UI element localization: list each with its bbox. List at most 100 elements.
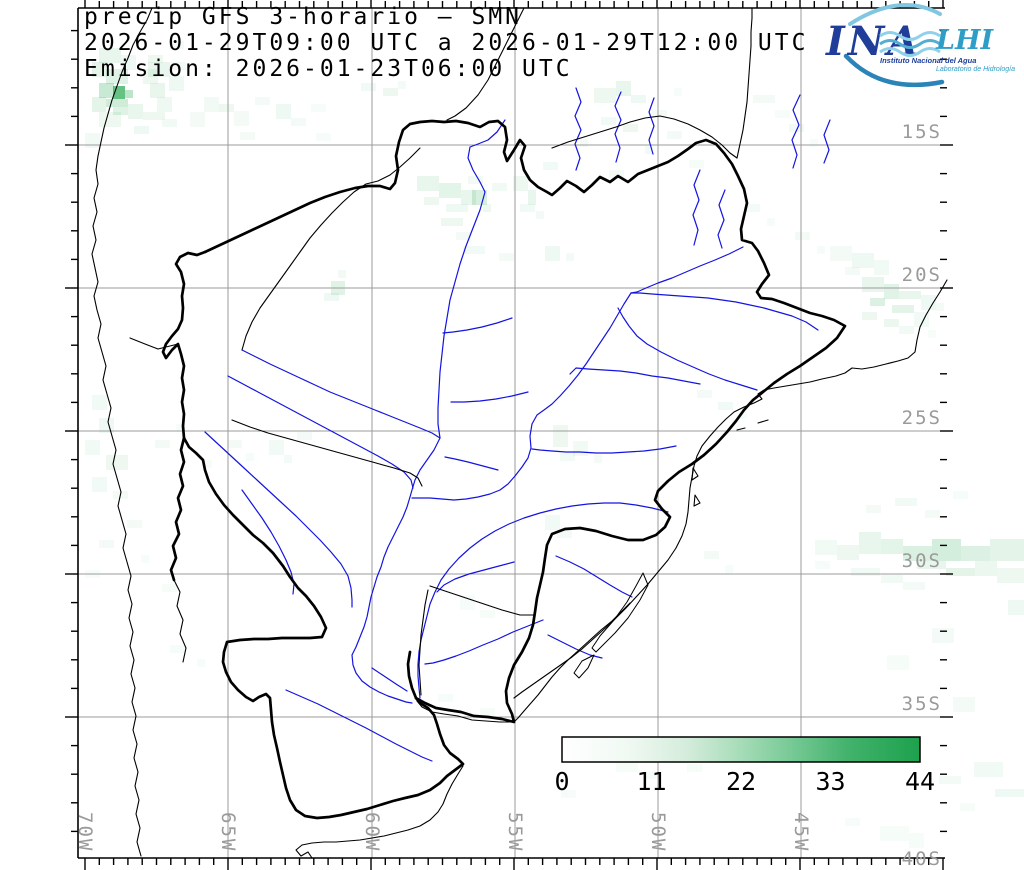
precip-cell [645, 771, 660, 779]
precip-cell [148, 55, 163, 63]
lat-label-35S: 35S [901, 693, 942, 715]
precip-cell [439, 183, 461, 198]
precip-cell [880, 826, 909, 841]
river-headwater [574, 87, 582, 171]
precip-cell [616, 81, 631, 96]
precip-cell [113, 107, 128, 115]
precip-cell [545, 246, 560, 261]
precip-cell [953, 491, 968, 499]
precip-cell [536, 211, 544, 219]
precip-cell [753, 95, 775, 103]
precip-cell [580, 139, 588, 147]
river-grande [630, 292, 819, 331]
chaco-border [231, 419, 423, 487]
precip-cell [623, 124, 638, 132]
river-dulce [241, 489, 295, 595]
river-headwater [614, 91, 622, 163]
coastal-island [736, 427, 746, 431]
lat-label-30S: 30S [901, 550, 942, 572]
precip-cell [895, 498, 917, 506]
precip-cell [928, 330, 936, 338]
lat-label-15S: 15S [901, 121, 942, 143]
river-ibicui [436, 561, 515, 593]
precip-cell [887, 655, 909, 670]
precip-cell [739, 411, 747, 419]
river-headwater [692, 169, 701, 246]
ina-lhi-logo: INA LHI Instituto Nacional del Agua Labo… [820, 0, 1024, 96]
precip-cell [513, 176, 528, 191]
precip-cell [837, 545, 859, 560]
precip-cell [472, 190, 487, 205]
colorbar-tick-label-33: 33 [815, 767, 846, 796]
precip-cell [687, 764, 702, 772]
precip-cell [881, 539, 903, 554]
precip-cell [932, 539, 961, 561]
precip-cell [645, 146, 653, 154]
lat-label-20S: 20S [901, 264, 942, 286]
atlantic-coastline [513, 279, 948, 699]
precip-cell [667, 131, 682, 139]
colorbar-tick-label-0: 0 [554, 767, 570, 796]
precip-cell [338, 270, 346, 278]
precip-cell [815, 540, 837, 555]
axis-frame-layer [65, 0, 953, 870]
coastal-island [693, 494, 701, 507]
precip-cell [85, 133, 100, 148]
precip-cell [866, 505, 881, 513]
logo-waves-icon [879, 31, 941, 57]
precip-cell [830, 246, 852, 261]
precip-cell [461, 190, 476, 205]
river-headwater [823, 119, 831, 164]
precip-cell [204, 97, 219, 112]
colorbar-tick-label-11: 11 [636, 767, 667, 796]
precip-cell [795, 232, 810, 240]
river-uruguay [417, 502, 669, 699]
precip-cell [921, 295, 936, 310]
precip-cell [932, 628, 954, 643]
precip-cell [718, 402, 733, 410]
precip-cell [441, 218, 463, 226]
precip-cell [143, 112, 165, 120]
precip-cell [92, 395, 107, 410]
laplata-basin-outline [161, 119, 847, 820]
precip-cell [573, 441, 588, 456]
river-tributary [450, 391, 529, 403]
precip-cell [631, 95, 646, 103]
logo-unit: LHI [936, 25, 994, 56]
logo-arc-top [848, 3, 942, 26]
precip-cell [745, 204, 760, 212]
colorbar-tick-label-22: 22 [725, 767, 757, 796]
precip-cell [99, 48, 121, 63]
basin-outline-north [203, 119, 847, 724]
precip-cell [269, 440, 284, 455]
precip-cell [939, 776, 961, 784]
bolivia-brazil-border [446, 7, 525, 121]
precip-cell [560, 453, 575, 461]
precip-cell [859, 532, 881, 554]
river-bermejo [227, 375, 414, 489]
lon-label-60W: 60W [361, 812, 383, 853]
precip-cell [276, 104, 291, 119]
precip-cell [134, 126, 149, 134]
precip-cell [845, 267, 860, 275]
river-parana-upper [411, 292, 632, 501]
colorbar-tick-label-44: 44 [904, 767, 936, 796]
river-delta-branch [371, 667, 408, 692]
wave-line [879, 39, 941, 49]
precip-cell [851, 568, 880, 576]
precip-cell [398, 81, 406, 89]
precip-cell [143, 69, 158, 84]
precip-cell [169, 41, 184, 49]
precip-cell [128, 104, 143, 119]
precip-cell [767, 218, 775, 226]
latlon-grid-layer [78, 8, 945, 858]
precip-cell [148, 62, 170, 77]
precip-cell [197, 659, 205, 667]
precip-cell [884, 319, 899, 327]
brazil-state-border [551, 115, 738, 159]
precip-cell [468, 176, 483, 184]
precip-cell [240, 132, 255, 140]
precip-cell [946, 568, 975, 576]
precip-cell [543, 162, 558, 170]
